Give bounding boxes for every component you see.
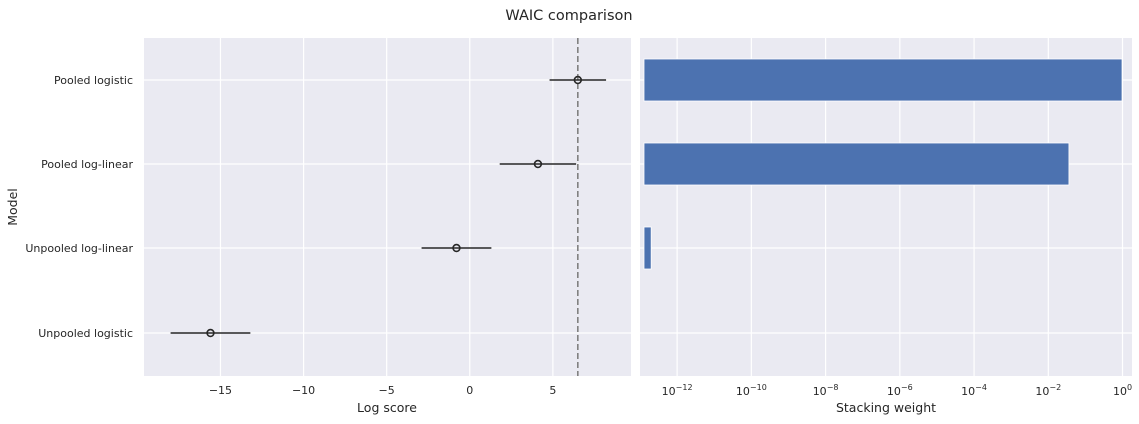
model-tick-labels: Pooled logistic Pooled log-linear Unpooled… bbox=[25, 74, 133, 340]
y-axis-label-model: Model bbox=[5, 188, 20, 226]
tick-exponent: −2 bbox=[1049, 383, 1061, 392]
figure-title: WAIC comparison bbox=[505, 8, 632, 24]
log-score-tick-label: −10 bbox=[292, 384, 315, 397]
tick-base: 10 bbox=[662, 385, 676, 398]
stacking-weight-bar bbox=[643, 142, 1070, 186]
log-score-marks bbox=[170, 75, 607, 338]
log-score-tick-label: −15 bbox=[209, 384, 232, 397]
point-estimate-marker bbox=[533, 159, 543, 169]
x-axis-label-stacking-weight: Stacking weight bbox=[836, 400, 936, 415]
model-tick-label: Pooled log-linear bbox=[41, 158, 133, 171]
tick-exponent: −4 bbox=[975, 383, 987, 392]
tick-exponent: −6 bbox=[901, 383, 913, 392]
log-score-tick-labels: −15 −10 −5 0 5 bbox=[209, 384, 557, 397]
point-estimate-marker bbox=[452, 243, 461, 253]
tick-exponent: −8 bbox=[827, 383, 839, 392]
point-estimate-marker bbox=[573, 75, 583, 85]
stacking-weight-tick-label: 10−2 bbox=[1035, 383, 1061, 398]
left-axes-background bbox=[144, 38, 631, 376]
tick-base: 10 bbox=[961, 385, 975, 398]
tick-base: 10 bbox=[887, 385, 901, 398]
tick-exponent: −10 bbox=[750, 383, 767, 392]
stacking-weight-tick-label: 10−8 bbox=[813, 383, 839, 398]
tick-exponent: 0 bbox=[1127, 383, 1132, 392]
tick-base: 10 bbox=[813, 385, 827, 398]
stacking-weight-tick-label: 100 bbox=[1113, 383, 1132, 398]
point-estimate-marker bbox=[206, 328, 215, 338]
stacking-weight-tick-label: 10−12 bbox=[662, 383, 693, 398]
tick-exponent: −12 bbox=[676, 383, 693, 392]
right-panel: 10−12 10−10 10−8 10−6 10−4 10−2 100 Stacking w… bbox=[640, 38, 1132, 415]
left-panel: Pooled logistic Pooled log-linear Unpooled… bbox=[5, 38, 631, 415]
tick-base: 10 bbox=[1113, 385, 1127, 398]
model-tick-label: Unpooled log-linear bbox=[25, 242, 133, 255]
tick-base: 10 bbox=[736, 385, 750, 398]
model-tick-label: Pooled logistic bbox=[54, 74, 133, 87]
tick-base: 10 bbox=[1035, 385, 1049, 398]
stacking-weight-tick-label: 10−6 bbox=[887, 383, 913, 398]
log-score-tick-label: −5 bbox=[379, 384, 395, 397]
stacking-weight-bars bbox=[643, 58, 1123, 270]
log-score-tick-label: 0 bbox=[466, 384, 473, 397]
model-tick-label: Unpooled logistic bbox=[38, 327, 133, 340]
x-axis-label-log-score: Log score bbox=[357, 400, 417, 415]
stacking-weight-tick-labels: 10−12 10−10 10−8 10−6 10−4 10−2 100 bbox=[662, 383, 1132, 398]
left-gridlines bbox=[144, 38, 631, 376]
log-score-tick-label: 5 bbox=[549, 384, 556, 397]
stacking-weight-bar bbox=[643, 226, 652, 270]
stacking-weight-tick-label: 10−4 bbox=[961, 383, 987, 398]
stacking-weight-tick-label: 10−10 bbox=[736, 383, 767, 398]
stacking-weight-bar bbox=[643, 58, 1123, 102]
